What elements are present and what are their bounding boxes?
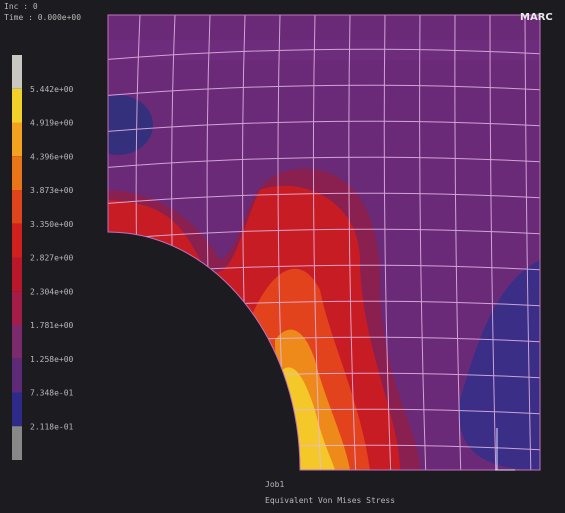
screen: 5.442e+00 4.919e+00 4.396e+00 3.873e+00 3.35… — [0, 0, 565, 513]
legend-band — [12, 123, 22, 157]
legend-label: 2.304e+00 — [30, 287, 74, 296]
legend-band — [12, 224, 22, 258]
time-label: Time : 0.000e+00 — [4, 13, 81, 22]
legend-label: 4.396e+00 — [30, 152, 74, 161]
legend-band — [12, 426, 22, 460]
legend-band — [12, 291, 22, 325]
legend-label: 3.350e+00 — [30, 220, 74, 229]
legend-band — [12, 190, 22, 224]
quantity-label: Equivalent Von Mises Stress — [265, 496, 395, 505]
legend-label: 7.348e-01 — [30, 389, 74, 398]
legend-label: 1.258e+00 — [30, 355, 74, 364]
legend-band — [12, 55, 22, 89]
legend-band — [12, 325, 22, 359]
legend-label: 2.827e+00 — [30, 254, 74, 263]
logo: MARC — [520, 12, 553, 23]
legend-label: 2.118e-01 — [30, 422, 74, 431]
legend-label: 5.442e+00 — [30, 85, 74, 94]
legend-band — [12, 393, 22, 427]
job-label: Job1 — [265, 480, 284, 489]
legend-label: 1.781e+00 — [30, 321, 74, 330]
legend-label: 4.919e+00 — [30, 119, 74, 128]
legend-label: 3.873e+00 — [30, 186, 74, 195]
legend-band — [12, 156, 22, 190]
legend-band — [12, 258, 22, 292]
increment-label: Inc : 0 — [4, 2, 38, 11]
legend-band — [12, 359, 22, 393]
legend-band — [12, 89, 22, 123]
